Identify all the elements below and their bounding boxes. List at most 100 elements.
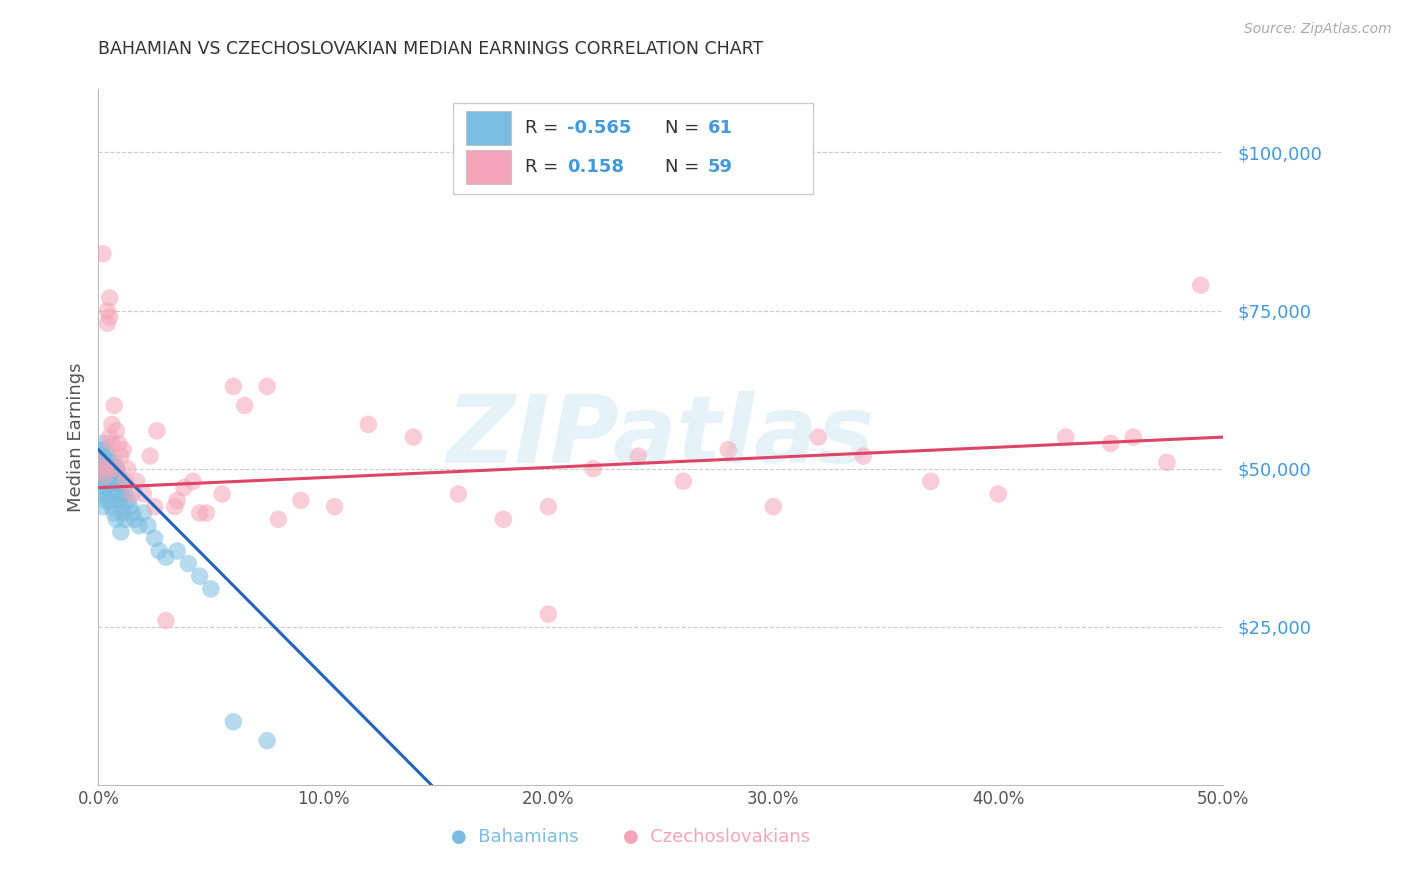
Point <box>105 475 128 489</box>
Point <box>807 430 830 444</box>
Point <box>101 475 124 489</box>
Point <box>112 442 135 457</box>
Point <box>195 506 218 520</box>
Point <box>121 487 143 501</box>
Y-axis label: Median Earnings: Median Earnings <box>66 362 84 512</box>
Point <box>98 493 121 508</box>
Point <box>110 487 132 501</box>
Point <box>852 449 875 463</box>
Point <box>166 544 188 558</box>
Point <box>90 442 112 457</box>
Point <box>136 518 159 533</box>
Point <box>96 461 118 475</box>
Point <box>188 569 211 583</box>
Text: 0.158: 0.158 <box>568 158 624 176</box>
Point <box>96 303 118 318</box>
Point <box>105 512 128 526</box>
Point <box>717 442 740 457</box>
Point <box>139 449 162 463</box>
Point <box>90 455 112 469</box>
Point <box>163 500 186 514</box>
Text: 59: 59 <box>709 158 733 176</box>
Text: N =: N = <box>665 158 706 176</box>
Point <box>290 493 312 508</box>
Point <box>672 475 695 489</box>
Point <box>91 246 114 260</box>
Point <box>211 487 233 501</box>
Point <box>117 461 139 475</box>
Point <box>103 506 125 520</box>
Point <box>103 455 125 469</box>
Point <box>101 461 124 475</box>
Point <box>105 461 128 475</box>
Point <box>91 475 114 489</box>
Point <box>91 500 114 514</box>
Point <box>492 512 515 526</box>
Point <box>323 500 346 514</box>
Point <box>148 544 170 558</box>
Point <box>1099 436 1122 450</box>
Point <box>1122 430 1144 444</box>
Point <box>117 493 139 508</box>
Point <box>98 291 121 305</box>
Point <box>90 455 112 469</box>
Point <box>101 500 124 514</box>
Point <box>143 531 166 545</box>
Point <box>94 461 117 475</box>
Point <box>402 430 425 444</box>
Point <box>1156 455 1178 469</box>
Point <box>222 714 245 729</box>
Text: -0.565: -0.565 <box>568 120 631 137</box>
Point <box>143 500 166 514</box>
Point <box>96 316 118 330</box>
Point <box>94 468 117 483</box>
Text: R =: R = <box>524 158 564 176</box>
Point <box>267 512 290 526</box>
Point <box>222 379 245 393</box>
Point <box>987 487 1010 501</box>
Point <box>537 607 560 622</box>
Point <box>233 399 256 413</box>
Point <box>110 449 132 463</box>
Point <box>107 436 129 450</box>
Text: R =: R = <box>524 120 564 137</box>
Point <box>91 449 114 463</box>
Point <box>91 461 114 475</box>
Point <box>101 487 124 501</box>
Point <box>98 430 121 444</box>
Point <box>98 455 121 469</box>
Bar <box>467 151 512 184</box>
Point <box>537 500 560 514</box>
Point <box>110 475 132 489</box>
Point <box>1189 278 1212 293</box>
Point <box>627 449 650 463</box>
Point <box>256 733 278 747</box>
Point <box>121 506 143 520</box>
Point <box>105 424 128 438</box>
Text: ●  Czechoslovakians: ● Czechoslovakians <box>623 828 811 847</box>
Point <box>128 518 150 533</box>
Point <box>110 524 132 539</box>
Point <box>112 506 135 520</box>
Point <box>166 493 188 508</box>
Point <box>177 557 200 571</box>
Point <box>146 424 169 438</box>
Point <box>155 550 177 565</box>
Point <box>124 512 146 526</box>
Text: 61: 61 <box>709 120 733 137</box>
Point <box>101 436 124 450</box>
Point <box>94 455 117 469</box>
Point <box>98 310 121 324</box>
Point <box>96 475 118 489</box>
Point <box>94 442 117 457</box>
Point <box>114 487 136 501</box>
Point <box>110 500 132 514</box>
Point <box>762 500 785 514</box>
Point <box>105 461 128 475</box>
Point <box>96 449 118 463</box>
Point <box>98 481 121 495</box>
Point <box>107 481 129 495</box>
Point <box>103 468 125 483</box>
Point <box>101 417 124 432</box>
Point <box>107 493 129 508</box>
